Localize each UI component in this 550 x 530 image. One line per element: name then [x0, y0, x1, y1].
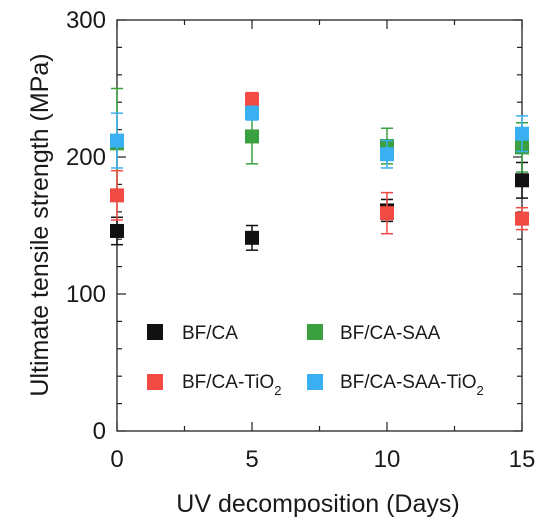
data-point-bf-ca-saa-tio2: [380, 139, 394, 169]
marker-bf-ca: [110, 223, 124, 238]
x-tick-label: 15: [509, 446, 536, 473]
data-point-bf-ca-tio2: [380, 191, 394, 235]
marker-bf-ca-saa-tio2: [380, 147, 394, 162]
data-marks: [110, 87, 529, 251]
data-point-bf-ca-saa-tio2: [245, 105, 259, 121]
legend-swatch-bf-ca-tio2: [147, 374, 163, 390]
y-tick-label: 200: [66, 144, 106, 171]
legend-label-bf-ca-saa-tio2: BF/CA-SAA-TiO2: [340, 372, 484, 398]
data-point-bf-ca-tio2: [110, 169, 124, 221]
legend-swatch-bf-ca: [147, 324, 163, 340]
y-tick-label: 0: [93, 418, 106, 445]
ticks: 0 100 200 300 0 5 10 15: [66, 7, 535, 473]
marker-bf-ca-tio2: [515, 211, 529, 226]
legend-swatch-bf-ca-saa-tio2: [307, 374, 323, 390]
plot-frame: [116, 19, 523, 432]
data-point-bf-ca-saa-tio2: [110, 112, 124, 169]
x-tick-label: 10: [374, 446, 401, 473]
legend-label-bf-ca-saa: BF/CA-SAA: [340, 323, 441, 344]
data-point-bf-ca: [110, 216, 124, 246]
marker-bf-ca-tio2: [245, 92, 259, 107]
legend-swatch-bf-ca-saa: [307, 324, 323, 340]
marker-bf-ca: [245, 230, 259, 245]
x-axis-title: UV decomposition (Days): [176, 490, 459, 518]
marker-bf-ca-tio2: [380, 206, 394, 221]
marker-bf-ca: [515, 173, 529, 188]
legend: BF/CA BF/CA-SAA BF/CA-TiO2 BF/CA-SAA-TiO…: [147, 323, 484, 398]
x-tick-label: 5: [245, 446, 258, 473]
data-point-bf-ca-tio2: [245, 91, 259, 108]
axes: [116, 19, 523, 432]
marker-bf-ca-saa-tio2: [110, 133, 124, 148]
y-axis-title: Ultimate tensile strength (MPa): [26, 53, 54, 396]
data-point-bf-ca-tio2: [515, 206, 529, 231]
marker-bf-ca-saa: [245, 129, 259, 144]
marker-bf-ca-saa-tio2: [515, 126, 529, 141]
data-point-bf-ca-saa-tio2: [515, 115, 529, 153]
legend-label-bf-ca: BF/CA: [182, 323, 238, 344]
y-tick-label: 300: [66, 7, 106, 34]
x-tick-label: 0: [110, 446, 123, 473]
legend-label-bf-ca-tio2: BF/CA-TiO2: [182, 372, 281, 398]
y-tick-label: 100: [66, 281, 106, 308]
marker-bf-ca-saa-tio2: [245, 106, 259, 121]
marker-bf-ca-tio2: [110, 188, 124, 203]
data-point-bf-ca: [245, 224, 259, 251]
